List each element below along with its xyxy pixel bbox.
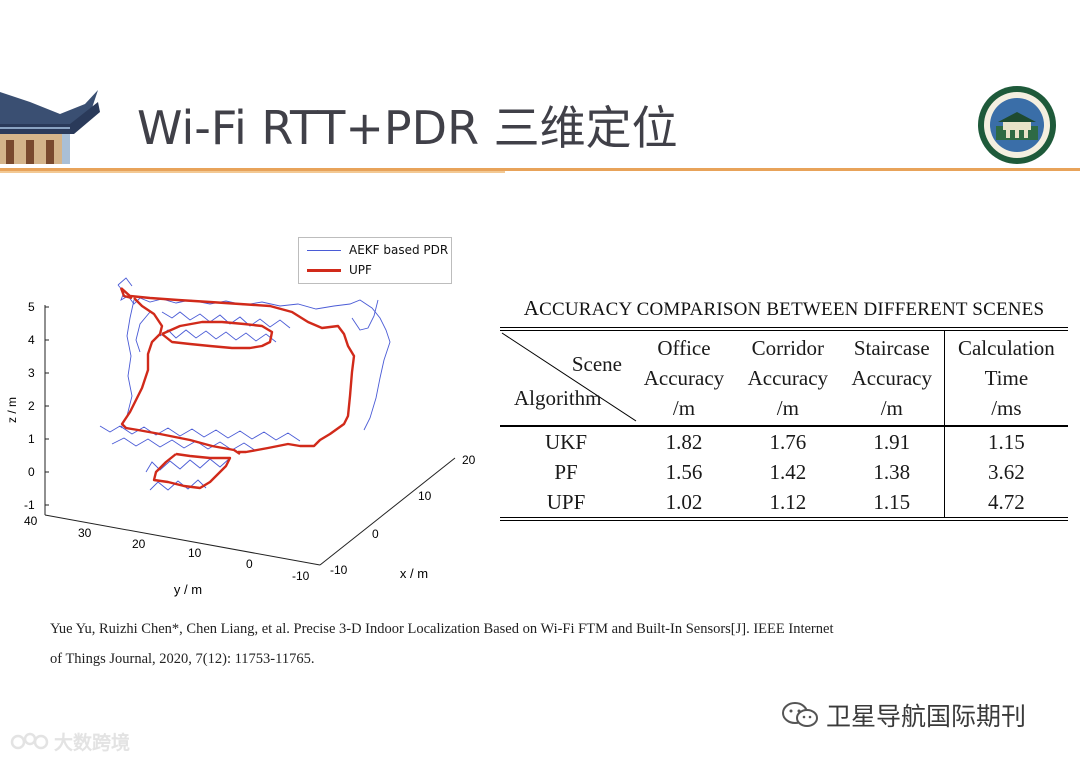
cell-time: 1.15 [943,426,1068,457]
reference-citation: Yue Yu, Ruizhi Chen*, Chen Liang, et al.… [50,614,950,674]
table-row: PF 1.56 1.42 1.38 3.62 [500,457,1068,487]
cell-staircase: 1.38 [873,460,911,484]
diagonal-divider [501,332,637,422]
row-algorithm: UPF [546,490,586,514]
legend-swatch-upf [307,268,341,272]
header-line: Accuracy [643,366,725,390]
title-divider [0,168,1080,171]
results-table: Scene Algorithm Office Accuracy /m Corri… [500,327,1068,521]
header-line: Accuracy [851,366,932,390]
corner-watermark: 大数跨境 [10,728,130,755]
header-calculation-time: Calculation Time /ms [943,329,1068,426]
header-line: /m [880,396,903,420]
legend-label-upf: UPF [349,263,372,277]
cell-corridor: 1.42 [769,460,807,484]
header-line: Staircase [853,336,930,360]
watermark-logo-icon [10,732,49,749]
z-tick-label: 4 [28,333,35,347]
title-divider-accent [0,171,505,173]
university-emblem-logo [976,84,1058,170]
y-tick-label: 30 [78,526,92,540]
cell-time: 4.72 [943,487,1068,519]
y-tick-label: 10 [188,546,202,560]
x-tick-label: 10 [418,489,432,503]
header-line: Corridor [751,336,824,360]
header-line: Accuracy [747,366,829,390]
header-line: Calculation [957,336,1055,360]
cell-office: 1.02 [665,490,703,514]
z-axis-ticks [45,306,49,506]
table-row: UPF 1.02 1.12 1.15 4.72 [500,487,1068,519]
legend-item-aekf: AEKF based PDR [307,242,448,258]
legend-item-upf: UPF [307,262,372,278]
accuracy-comparison-table: ACCURACY COMPARISON BETWEEN DIFFERENT SC… [500,296,1068,521]
trajectory-3d-plot: 5 4 3 2 1 0 -1 z / m 40 30 20 10 0 -10 y… [0,230,500,604]
corner-header-cell: Scene Algorithm [500,329,637,426]
y-axis-label: y / m [174,582,202,597]
aekf-pdr-trajectory [99,277,391,491]
header-line: /ms [991,396,1022,420]
wechat-account-watermark: 卫星导航国际期刊 [780,697,1026,733]
row-algorithm: PF [554,460,578,484]
cell-corridor: 1.76 [769,430,807,454]
upf-trajectory [119,287,356,490]
header-line: /m [672,396,696,420]
header-line: Time [984,366,1029,390]
z-tick-label: 1 [28,432,35,446]
cell-staircase: 1.15 [873,490,911,514]
z-tick-label: -1 [24,498,35,512]
table-caption-text: CCURACY COMPARISON BETWEEN DIFFERENT SCE… [539,299,1045,320]
z-tick-label: 3 [28,366,35,380]
cell-staircase: 1.91 [873,430,911,454]
header-staircase: Staircase Accuracy /m [840,329,944,426]
citation-line-1: Yue Yu, Ruizhi Chen*, Chen Liang, et al.… [50,621,834,637]
y-tick-label: 20 [132,537,146,551]
table-caption: ACCURACY COMPARISON BETWEEN DIFFERENT SC… [500,296,1068,321]
slide-title: Wi-Fi RTT+PDR 三维定位 [137,101,678,155]
x-tick-label: 20 [462,453,476,467]
corner-scene-label: Scene [571,352,622,376]
legend-swatch-aekf [307,249,341,251]
wechat-icon [782,702,818,727]
header-corridor: Corridor Accuracy /m [736,329,840,426]
legend-label-aekf: AEKF based PDR [349,243,449,257]
pavilion-roof-illustration [0,82,105,168]
table-caption-initial: A [523,296,540,320]
plot-axes [44,305,456,566]
wechat-account-name: 卫星导航国际期刊 [826,702,1027,731]
header-line: /m [776,396,799,420]
cell-office: 1.56 [665,460,703,484]
x-tick-label: 0 [372,527,379,541]
table-row: UKF 1.82 1.76 1.91 1.15 [500,426,1068,457]
y-tick-label: -10 [292,569,310,583]
z-axis-label: z / m [5,397,19,423]
cell-office: 1.82 [665,430,703,454]
cell-corridor: 1.12 [769,490,807,514]
header-office: Office Accuracy /m [632,329,736,426]
y-tick-label: 0 [246,557,253,571]
corner-algorithm-label: Algorithm [514,386,602,410]
z-tick-label: 0 [28,465,35,479]
cell-time: 3.62 [943,457,1068,487]
z-tick-label: 2 [28,399,35,413]
row-algorithm: UKF [544,430,587,454]
watermark-text: 大数跨境 [54,732,131,754]
x-tick-label: -10 [330,563,348,577]
x-axis-label: x / m [400,566,428,581]
header-line: Office [657,336,711,360]
y-tick-label: 40 [24,514,38,528]
z-tick-label: 5 [28,300,35,314]
citation-line-2: of Things Journal, 2020, 7(12): 11753-11… [50,651,315,667]
plot-legend: AEKF based PDR UPF [298,237,452,284]
